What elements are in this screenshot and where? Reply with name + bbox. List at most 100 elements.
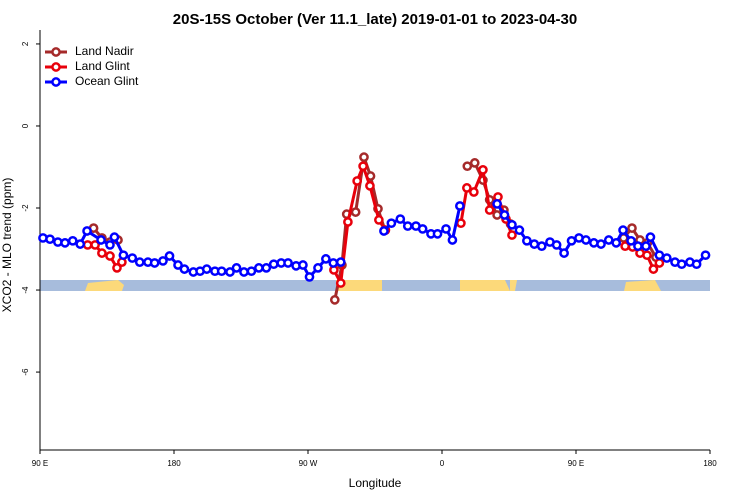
land-band [460, 280, 517, 291]
data-point [158, 256, 168, 266]
data-point [90, 240, 100, 250]
data-point [343, 217, 353, 227]
x-tick-label: 180 [167, 459, 181, 468]
data-point [96, 235, 106, 245]
data-point [559, 248, 569, 258]
data-point [118, 250, 129, 261]
legend-marker [51, 47, 61, 57]
data-point [127, 253, 138, 263]
data-point [173, 260, 183, 270]
data-point [134, 257, 145, 267]
data-point [676, 259, 687, 270]
data-point [661, 253, 672, 263]
data-point [246, 266, 257, 277]
legend-label: Land Nadir [75, 44, 134, 58]
data-point [596, 239, 606, 249]
data-point [641, 241, 651, 252]
data-point [611, 238, 622, 248]
data-point [350, 207, 361, 217]
data-point [447, 235, 458, 245]
data-point [581, 235, 591, 245]
data-point [417, 224, 428, 234]
data-point [432, 228, 443, 239]
data-point [67, 235, 78, 246]
data-point [514, 225, 525, 236]
x-axis-label: Longitude [349, 476, 402, 490]
data-point [321, 254, 331, 264]
data-point [551, 240, 562, 250]
data-point [691, 259, 702, 270]
data-point [45, 234, 55, 245]
data-point [365, 181, 375, 191]
data-point [645, 232, 656, 242]
data-point [304, 272, 315, 282]
data-point [201, 264, 212, 274]
data-point [335, 257, 346, 267]
data-point [261, 263, 272, 273]
data-point [603, 235, 614, 245]
data-point [82, 226, 92, 236]
data-point [469, 187, 479, 197]
chart-title: 20S-15S October (Ver 11.1_late) 2019-01-… [173, 11, 577, 28]
data-point [507, 219, 517, 230]
land-band [85, 280, 124, 291]
data-point [75, 239, 86, 249]
land-band [624, 280, 661, 291]
x-tick-label: 180 [703, 459, 717, 468]
y-tick-label: -4 [21, 286, 30, 294]
y-tick-label: -6 [21, 368, 30, 376]
data-point [149, 258, 160, 268]
y-axis-label: XCO2 - MLO trend (ppm) [0, 178, 14, 313]
data-point [462, 161, 473, 172]
data-point [328, 258, 339, 268]
data-point [618, 225, 628, 236]
data-point [633, 241, 643, 252]
data-point [60, 238, 70, 248]
data-point [358, 161, 368, 172]
legend-marker [51, 77, 61, 87]
data-point [298, 260, 308, 270]
land-band [336, 280, 382, 291]
data-point [352, 176, 362, 186]
data-point [239, 267, 249, 277]
data-point [492, 199, 502, 209]
series-line [92, 155, 658, 301]
data-point [105, 240, 115, 250]
data-point [112, 263, 122, 273]
data-point [456, 218, 466, 229]
data-point [654, 250, 665, 261]
data-point [335, 278, 346, 288]
data-point [97, 248, 107, 258]
data-point [283, 258, 293, 268]
data-point [231, 263, 242, 273]
data-point [216, 266, 227, 277]
data-point [654, 258, 665, 268]
data-point [313, 263, 323, 273]
data-point [455, 201, 465, 211]
data-point [507, 230, 517, 240]
data-point [566, 235, 577, 246]
surface-band [40, 280, 710, 291]
data-point [179, 264, 190, 274]
data-point [536, 241, 547, 252]
y-tick-label: 2 [21, 41, 30, 46]
legend-label: Land Glint [75, 59, 130, 73]
data-point [329, 295, 340, 305]
data-point [386, 218, 397, 229]
data-point [395, 214, 406, 224]
y-tick-label: 0 [21, 123, 30, 128]
data-point [648, 264, 659, 274]
data-point [478, 165, 488, 175]
data-point [626, 235, 636, 246]
data-point [492, 210, 502, 220]
data-point [82, 240, 93, 250]
data-point [225, 267, 235, 277]
data-point [529, 239, 540, 249]
x-tick-label: 90 W [299, 459, 318, 468]
data-point [642, 250, 652, 261]
data-point [484, 205, 495, 215]
data-point [109, 232, 120, 242]
data-point [462, 183, 472, 193]
